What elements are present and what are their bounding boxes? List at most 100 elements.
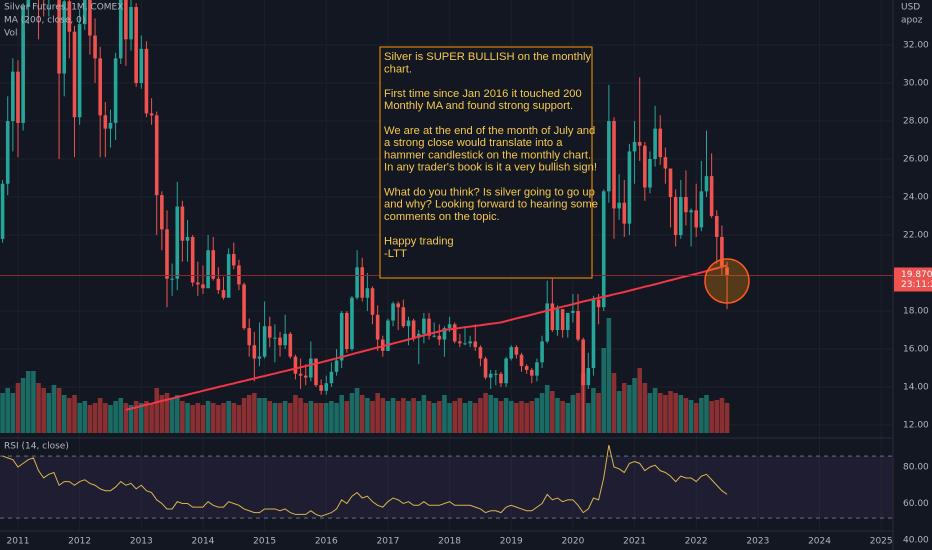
volume-bar [519,401,524,433]
candle-body [201,284,205,289]
candle-body [303,375,308,378]
volume-bar [149,403,154,433]
volume-bar [339,395,344,433]
candle-body [216,278,221,291]
volume-bar [323,403,329,433]
volume-bar [138,403,144,433]
x-tick-label: 2018 [438,537,461,547]
symbol-title: Silver Futures, 1M, COMEX [4,3,123,13]
y-tick-label: 22.00 [903,231,929,241]
volume-bar [627,385,632,433]
volume-bar [221,403,226,433]
candle-body [468,341,472,344]
candle-body [678,197,683,236]
volume-bar [539,393,545,433]
volume-bar [51,385,57,433]
volume-bar [688,400,694,433]
volume-bar [180,401,185,433]
candle-body [509,347,514,359]
candle-body [612,121,616,209]
candle-body [529,369,534,376]
volume-bar [82,401,88,433]
annotation-box [379,46,593,279]
annotation-line: comments on the topic. [384,211,500,223]
candle-body [432,335,436,337]
candle-body [514,347,519,355]
volume-bar [267,401,273,433]
x-tick-label: 2020 [561,537,584,547]
volume-bar [462,403,468,433]
candle-body [447,324,452,329]
volume-bar [678,395,684,433]
volume-bar [390,398,396,433]
candle-body [262,326,267,357]
candle-body [504,358,508,384]
volume-bar [606,318,612,433]
candle-body [571,311,575,313]
volume-bar [534,398,540,433]
volume-bar [293,395,298,433]
annotation-line: What do you think? Is silver going to go… [384,186,595,198]
volume-bar [380,398,386,433]
candle-body [190,236,195,283]
candle-body [406,320,411,327]
candle-body [704,176,709,192]
volume-bar [709,401,714,433]
volume-bar [714,400,720,433]
candle-body [452,324,457,342]
candle-body [391,303,395,321]
candle-body [129,7,133,40]
volume-bar [298,398,303,433]
candle-body [334,360,339,372]
volume-bar [15,383,21,433]
candle-body [499,373,503,384]
candle-body [617,202,621,209]
x-tick-label: 2015 [253,537,276,547]
volume-bar [586,403,591,433]
candle-body [339,312,344,361]
volume-bar [632,378,637,433]
x-tick-label: 2025 [870,537,893,547]
volume-bar [673,393,678,433]
candle-body [581,339,585,386]
candle-body [627,151,632,224]
candle-body [673,197,678,236]
candle-body [211,250,216,279]
volume-bar [442,395,447,433]
volume-bar [693,403,699,433]
annotation-line: First time since Jan 2016 it touched 200 [384,88,582,100]
volume-bar [344,401,350,433]
candle-body [694,210,699,228]
volume-bar [349,393,355,433]
volume-bar [401,398,406,433]
candle-body [648,159,652,188]
volume-bar [498,401,504,433]
candle-body [488,373,493,378]
candle-body [247,328,251,346]
volume-bar [282,401,288,433]
volume-bar [195,403,201,433]
volume-bar [67,398,72,433]
candle-body [350,297,354,350]
candle-body [345,312,349,350]
candle-body [108,122,113,129]
volume-bar [555,398,560,433]
candle-body [154,115,159,196]
volume-bar [699,398,704,433]
volume-bar [719,398,725,433]
candle-body [601,191,606,308]
volume-bar [616,391,622,433]
currency: USD [901,3,920,13]
x-tick-label: 2011 [7,537,30,547]
candle-body [519,354,524,367]
volume-bar [154,388,160,433]
candle-body [473,341,478,348]
candle-body [257,356,262,359]
candle-body [365,288,370,298]
volume-bar [488,395,493,433]
rsi-tick-label: 40.00 [903,535,929,545]
volume-bar [25,371,31,433]
candle-body [396,303,401,308]
volume-bar [118,398,124,433]
